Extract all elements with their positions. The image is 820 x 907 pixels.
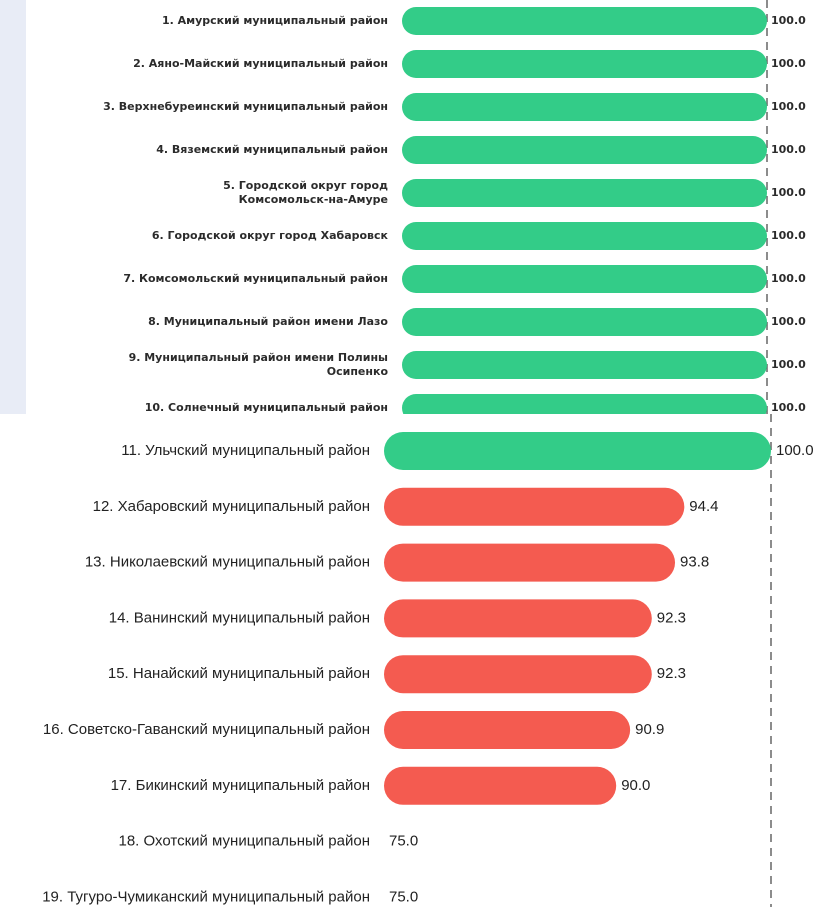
bar — [402, 136, 767, 164]
category-label: 19. Тугуро-Чумиканский муниципальный рай… — [42, 888, 370, 905]
value-label: 93.8 — [680, 554, 709, 571]
bar — [402, 50, 767, 78]
category-label: 4. Вяземский муниципальный район — [156, 143, 388, 156]
category-label: 17. Бикинский муниципальный район — [111, 777, 370, 794]
category-label: 15. Нанайский муниципальный район — [108, 665, 370, 682]
value-label: 75.0 — [389, 888, 418, 905]
bar — [402, 265, 767, 293]
bar — [384, 766, 617, 805]
category-label: 5. Городской округ город Комсомольск-на-А… — [223, 179, 388, 206]
bar — [402, 308, 767, 336]
category-label: 2. Аяно-Майский муниципальный район — [133, 57, 388, 70]
value-label: 100.0 — [771, 14, 806, 27]
bar — [384, 432, 771, 470]
category-label: 14. Ванинский муниципальный район — [109, 609, 370, 626]
category-label: 6. Городской округ город Хабаровск — [152, 229, 389, 242]
category-label: 10. Солнечный муниципальный район — [145, 401, 388, 414]
bar — [402, 179, 767, 207]
bar — [384, 599, 652, 638]
value-label: 100.0 — [771, 143, 806, 156]
value-label: 100.0 — [771, 315, 806, 328]
chart-panel-top: 1. Амурский муниципальный район 100.0 2. А… — [0, 0, 820, 414]
value-label: 100.0 — [776, 442, 814, 459]
bar — [402, 394, 767, 414]
value-label: 90.0 — [621, 777, 650, 794]
chart-panel-bottom: 11. Ульчский муниципальный район 100.0 12.… — [0, 414, 820, 907]
category-label: 11. Ульчский муниципальный район — [121, 442, 370, 459]
value-label: 94.4 — [689, 498, 718, 515]
bar — [384, 487, 685, 526]
bar — [384, 543, 676, 582]
value-label: 75.0 — [389, 833, 418, 850]
category-label: 18. Охотский муниципальный район — [119, 833, 371, 850]
category-label: 9. Муниципальный район имени Полины Осипе… — [129, 351, 389, 378]
bar-chart-top: 1. Амурский муниципальный район 100.0 2. А… — [103, 0, 806, 414]
bar — [402, 222, 767, 250]
category-label: 3. Верхнебуреинский муниципальный район — [103, 100, 388, 113]
value-label: 100.0 — [771, 401, 806, 414]
value-label: 92.3 — [657, 609, 686, 626]
value-label: 90.9 — [635, 721, 664, 738]
value-label: 92.3 — [657, 665, 686, 682]
bar — [384, 655, 652, 694]
category-label: 7. Комсомольский муниципальный район — [123, 272, 388, 285]
value-label: 100.0 — [771, 57, 806, 70]
value-label: 100.0 — [771, 358, 806, 371]
category-label: 1. Амурский муниципальный район — [162, 14, 388, 27]
value-label: 100.0 — [771, 100, 806, 113]
bar — [402, 7, 767, 35]
bar-chart-bottom: 11. Ульчский муниципальный район 100.0 12.… — [42, 414, 814, 907]
category-label: 16. Советско-Гаванский муниципальный рай… — [43, 721, 370, 738]
value-label: 100.0 — [771, 272, 806, 285]
bar — [384, 711, 631, 749]
bar — [402, 93, 767, 121]
category-label: 13. Николаевский муниципальный район — [85, 554, 370, 571]
value-label: 100.0 — [771, 186, 806, 199]
category-label: 12. Хабаровский муниципальный район — [93, 498, 370, 515]
bar — [402, 351, 767, 379]
side-strip — [0, 0, 26, 414]
value-label: 100.0 — [771, 229, 806, 242]
category-label: 8. Муниципальный район имени Лазо — [148, 315, 388, 328]
